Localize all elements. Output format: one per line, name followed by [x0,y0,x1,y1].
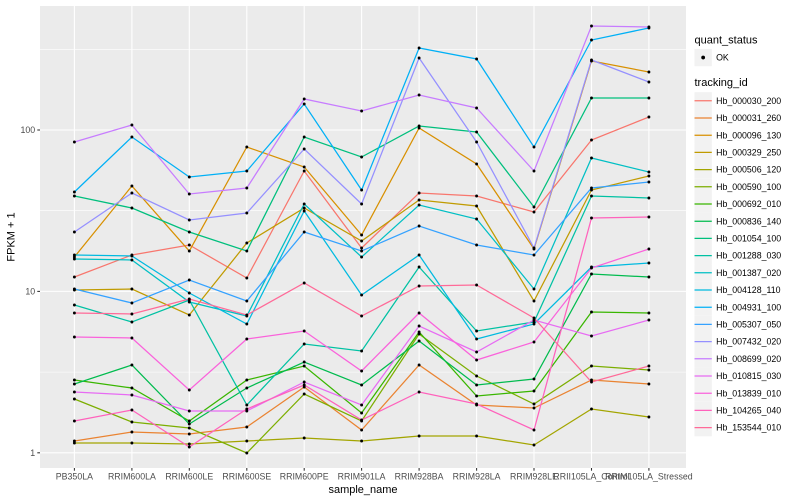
svg-text:PB350LA: PB350LA [56,472,93,482]
svg-text:RRIM928LE: RRIM928LE [510,472,558,482]
svg-text:Hb_007432_020: Hb_007432_020 [716,337,781,347]
svg-text:Hb_000506_120: Hb_000506_120 [716,165,781,175]
svg-text:Hb_004128_110: Hb_004128_110 [716,285,781,295]
svg-text:quant_status: quant_status [695,35,758,47]
svg-text:RRII105LA_Control: RRII105LA_Control [553,472,629,482]
svg-text:Hb_104265_040: Hb_104265_040 [716,406,781,416]
svg-text:Hb_000030_200: Hb_000030_200 [716,96,781,106]
svg-text:RRIM105LA_Stressed: RRIM105LA_Stressed [605,472,693,482]
svg-text:Hb_004931_100: Hb_004931_100 [716,302,781,312]
svg-text:Hb_153544_010: Hb_153544_010 [716,423,781,433]
svg-text:Hb_005307_050: Hb_005307_050 [716,320,781,330]
svg-text:Hb_000836_140: Hb_000836_140 [716,216,781,226]
svg-text:1: 1 [30,448,35,458]
svg-text:Hb_008699_020: Hb_008699_020 [716,354,781,364]
svg-text:OK: OK [716,53,729,63]
svg-text:FPKM + 1: FPKM + 1 [6,212,18,261]
svg-text:Hb_000031_260: Hb_000031_260 [716,113,781,123]
svg-text:RRIM928LA: RRIM928LA [453,472,501,482]
svg-text:Hb_001054_100: Hb_001054_100 [716,234,781,244]
svg-text:RRIM928BA: RRIM928BA [395,472,444,482]
svg-text:Hb_001288_030: Hb_001288_030 [716,251,781,261]
svg-text:100: 100 [21,125,36,135]
svg-text:RRIM901LA: RRIM901LA [338,472,386,482]
svg-text:RRIM600PE: RRIM600PE [280,472,329,482]
svg-text:Hb_010815_030: Hb_010815_030 [716,371,781,381]
svg-text:Hb_000096_130: Hb_000096_130 [716,130,781,140]
svg-text:Hb_000692_010: Hb_000692_010 [716,199,781,209]
svg-text:tracking_id: tracking_id [695,77,748,89]
svg-text:sample_name: sample_name [328,484,397,496]
svg-text:Hb_001387_020: Hb_001387_020 [716,268,781,278]
svg-text:Hb_013839_010: Hb_013839_010 [716,388,781,398]
svg-text:Hb_000590_100: Hb_000590_100 [716,182,781,192]
svg-text:RRIM600LA: RRIM600LA [108,472,156,482]
svg-text:RRIM600LE: RRIM600LE [165,472,213,482]
svg-text:10: 10 [25,287,35,297]
svg-text:Hb_000329_250: Hb_000329_250 [716,148,781,158]
svg-text:RRIM600SE: RRIM600SE [222,472,271,482]
